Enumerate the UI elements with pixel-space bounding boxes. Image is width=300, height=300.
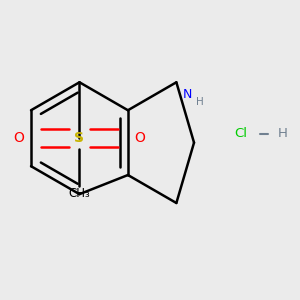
Text: H: H [278, 127, 288, 140]
Text: CH₃: CH₃ [69, 187, 90, 200]
Text: O: O [135, 131, 146, 145]
Text: N: N [182, 88, 192, 101]
Text: S: S [74, 131, 85, 145]
Text: Cl: Cl [234, 127, 247, 140]
Text: O: O [14, 131, 24, 145]
Text: H: H [196, 97, 203, 107]
